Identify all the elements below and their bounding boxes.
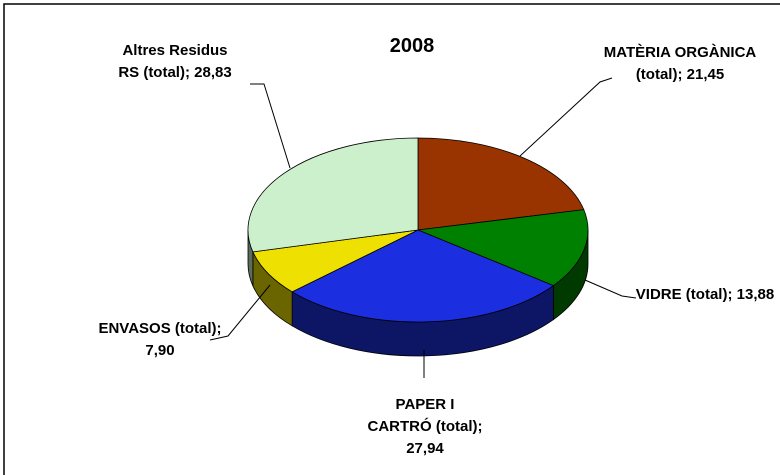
- value-label: 27,94: [406, 440, 444, 457]
- category-label: PAPER I CARTRÓ (total);: [367, 396, 483, 435]
- slice: [417, 137, 585, 231]
- slice: [291, 229, 555, 323]
- data-label: Altres Residus RS (total); 28,83: [110, 40, 240, 84]
- category-label: VIDRE (total);: [635, 286, 733, 303]
- value-label: 7,90: [145, 342, 175, 359]
- data-label: MATÈRIA ORGÀNICA (total); 21,45: [600, 42, 760, 86]
- value-label: 21,45: [686, 66, 725, 83]
- data-label: ENVASOS (total); 7,90: [95, 318, 225, 362]
- slice: [247, 137, 419, 253]
- category-label: ENVASOS (total);: [98, 320, 222, 337]
- value-label: 13,88: [736, 286, 775, 303]
- chart-title: 2008: [390, 35, 435, 57]
- pie: [247, 137, 589, 357]
- category-label: Altres Residus RS (total);: [118, 42, 228, 81]
- chart-border: [3, 3, 780, 475]
- leader-line: [209, 284, 271, 341]
- data-label: VIDRE (total); 13,88: [630, 284, 780, 306]
- leader-line: [250, 83, 291, 169]
- category-label: MATÈRIA ORGÀNICA (total);: [603, 44, 757, 83]
- leader-line: [519, 77, 613, 157]
- data-label: PAPER I CARTRÓ (total); 27,94: [365, 394, 485, 460]
- leader-lines: [209, 77, 637, 378]
- slice: [416, 209, 589, 287]
- leader-line: [584, 279, 637, 299]
- value-label: 28,83: [194, 64, 232, 81]
